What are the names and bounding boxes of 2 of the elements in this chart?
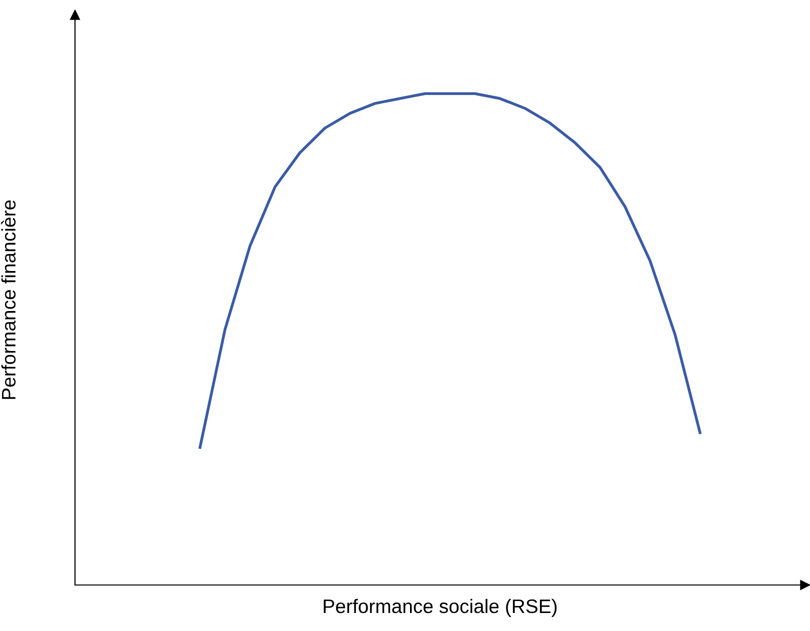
y-axis-title: Performance financière bbox=[1, 200, 16, 399]
x-axis-title: Performance sociale (RSE) bbox=[324, 598, 557, 618]
